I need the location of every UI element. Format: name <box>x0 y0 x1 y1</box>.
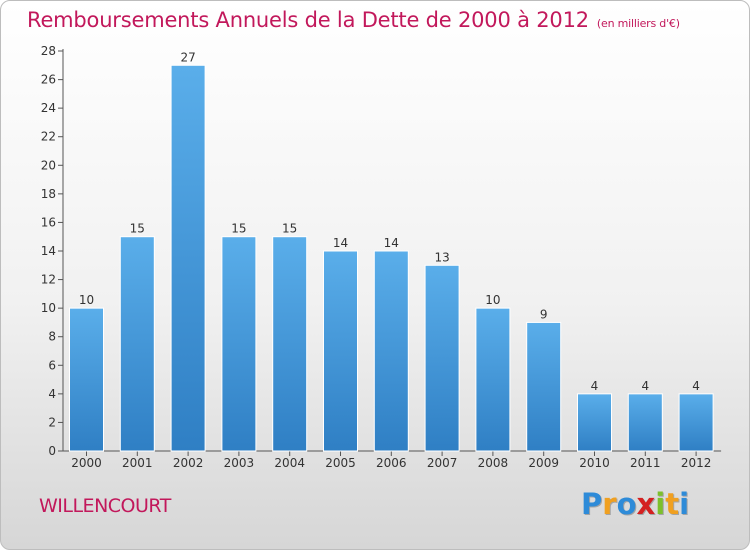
bar-2005 <box>323 250 358 452</box>
y-tick-label: 8 <box>48 330 56 344</box>
bar-2000 <box>69 307 104 452</box>
y-tick-label: 16 <box>41 215 56 229</box>
x-tick-label-2011: 2011 <box>630 456 661 470</box>
value-label-2008: 10 <box>485 293 500 307</box>
bar-2007 <box>424 264 460 452</box>
logo-letter: i <box>679 487 690 521</box>
logo-letter: t <box>665 487 680 521</box>
x-tick-label-2010: 2010 <box>579 456 610 470</box>
y-tick-label: 14 <box>41 244 56 258</box>
x-tick-label-2001: 2001 <box>122 456 153 470</box>
value-label-2000: 10 <box>79 293 94 307</box>
y-tick-label: 6 <box>48 358 56 372</box>
y-tick-label: 20 <box>41 158 56 172</box>
bars: 10 15 27 15 15 14 14 13 10 9 4 4 4 <box>69 50 714 452</box>
proxiti-logo: Proxiti <box>581 487 689 521</box>
value-label-2007: 13 <box>434 250 449 264</box>
value-label-2005: 14 <box>333 236 348 250</box>
y-tick-label: 12 <box>41 273 56 287</box>
x-tick-label-2002: 2002 <box>173 456 204 470</box>
bar-2008 <box>475 307 511 452</box>
bar-2002 <box>170 64 206 452</box>
x-tick-label-2006: 2006 <box>376 456 407 470</box>
bar-2004 <box>272 236 308 452</box>
bar-2003 <box>221 236 257 452</box>
value-label-2012: 4 <box>692 379 700 393</box>
chart-subtitle: (en milliers d'€) <box>596 17 680 30</box>
x-tick-label-2012: 2012 <box>681 456 712 470</box>
value-label-2002: 27 <box>180 50 195 64</box>
logo-letter: i <box>655 487 666 521</box>
y-tick-label: 22 <box>41 130 56 144</box>
value-label-2009: 9 <box>540 307 548 321</box>
bar-2001 <box>119 236 155 452</box>
x-tick-label-2007: 2007 <box>427 456 458 470</box>
commune-name: WILLENCOURT <box>39 495 171 517</box>
x-tick-label-2003: 2003 <box>224 456 255 470</box>
bar-2006 <box>373 250 409 452</box>
x-tick-label-2009: 2009 <box>528 456 559 470</box>
title-text: Remboursements Annuels de la Dette de 20… <box>27 8 589 32</box>
value-label-2010: 4 <box>591 379 599 393</box>
logo-letter: o <box>616 487 637 521</box>
y-tick-label: 4 <box>48 387 56 401</box>
y-tick-label: 0 <box>48 444 56 458</box>
logo-letter: r <box>602 487 617 521</box>
value-label-2003: 15 <box>231 222 246 236</box>
y-tick-label: 10 <box>41 301 56 315</box>
logo-letter: P <box>581 487 603 521</box>
y-tick-label: 24 <box>41 101 56 115</box>
value-label-2001: 15 <box>130 222 145 236</box>
chart-title: Remboursements Annuels de la Dette de 20… <box>27 8 680 32</box>
y-tick-label: 2 <box>48 415 56 429</box>
bar-2009 <box>526 321 562 452</box>
logo-letter: x <box>636 487 656 521</box>
x-tick-label-2000: 2000 <box>71 456 102 470</box>
x-tick-label-2008: 2008 <box>478 456 509 470</box>
y-tick-label: 26 <box>41 73 56 87</box>
value-label-2006: 14 <box>384 236 399 250</box>
x-tick-label-2005: 2005 <box>325 456 356 470</box>
bar-2012 <box>678 393 714 452</box>
bar-2010 <box>577 393 612 452</box>
y-tick-label: 28 <box>41 44 56 58</box>
value-label-2011: 4 <box>641 379 649 393</box>
value-label-2004: 15 <box>282 222 297 236</box>
y-tick-label: 18 <box>41 187 56 201</box>
bar-2011 <box>627 393 663 452</box>
x-tick-label-2004: 2004 <box>274 456 305 470</box>
